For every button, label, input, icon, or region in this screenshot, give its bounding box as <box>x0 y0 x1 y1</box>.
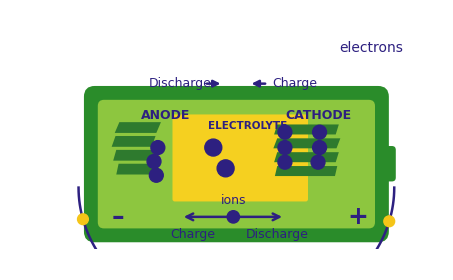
Polygon shape <box>274 124 339 134</box>
Circle shape <box>278 141 292 155</box>
Circle shape <box>311 155 325 169</box>
Polygon shape <box>273 138 340 148</box>
Text: CATHODE: CATHODE <box>285 109 351 122</box>
Text: Discharge: Discharge <box>246 228 308 241</box>
Circle shape <box>151 141 165 155</box>
Polygon shape <box>116 164 155 174</box>
Circle shape <box>77 214 88 225</box>
Circle shape <box>313 125 327 139</box>
Text: –: – <box>111 205 124 229</box>
Polygon shape <box>115 122 161 133</box>
Circle shape <box>147 155 161 168</box>
Text: ELECTROLYTE: ELECTROLYTE <box>208 121 287 130</box>
Polygon shape <box>275 166 337 176</box>
Text: +: + <box>347 205 368 229</box>
FancyBboxPatch shape <box>84 86 389 242</box>
Text: Charge: Charge <box>170 228 215 241</box>
Text: ions: ions <box>221 194 246 207</box>
FancyBboxPatch shape <box>98 100 375 228</box>
Text: electrons: electrons <box>339 41 403 55</box>
Text: Charge: Charge <box>272 77 317 90</box>
Circle shape <box>384 216 395 227</box>
Circle shape <box>313 141 327 155</box>
Circle shape <box>205 139 222 156</box>
Polygon shape <box>113 150 155 161</box>
Text: Discharge: Discharge <box>149 77 212 90</box>
Circle shape <box>217 160 234 177</box>
Polygon shape <box>111 136 155 147</box>
Circle shape <box>278 125 292 139</box>
FancyBboxPatch shape <box>376 146 396 181</box>
Polygon shape <box>274 152 339 162</box>
Circle shape <box>149 168 163 182</box>
Circle shape <box>278 155 292 169</box>
Text: ANODE: ANODE <box>141 109 190 122</box>
FancyBboxPatch shape <box>173 115 308 201</box>
Circle shape <box>227 211 240 223</box>
